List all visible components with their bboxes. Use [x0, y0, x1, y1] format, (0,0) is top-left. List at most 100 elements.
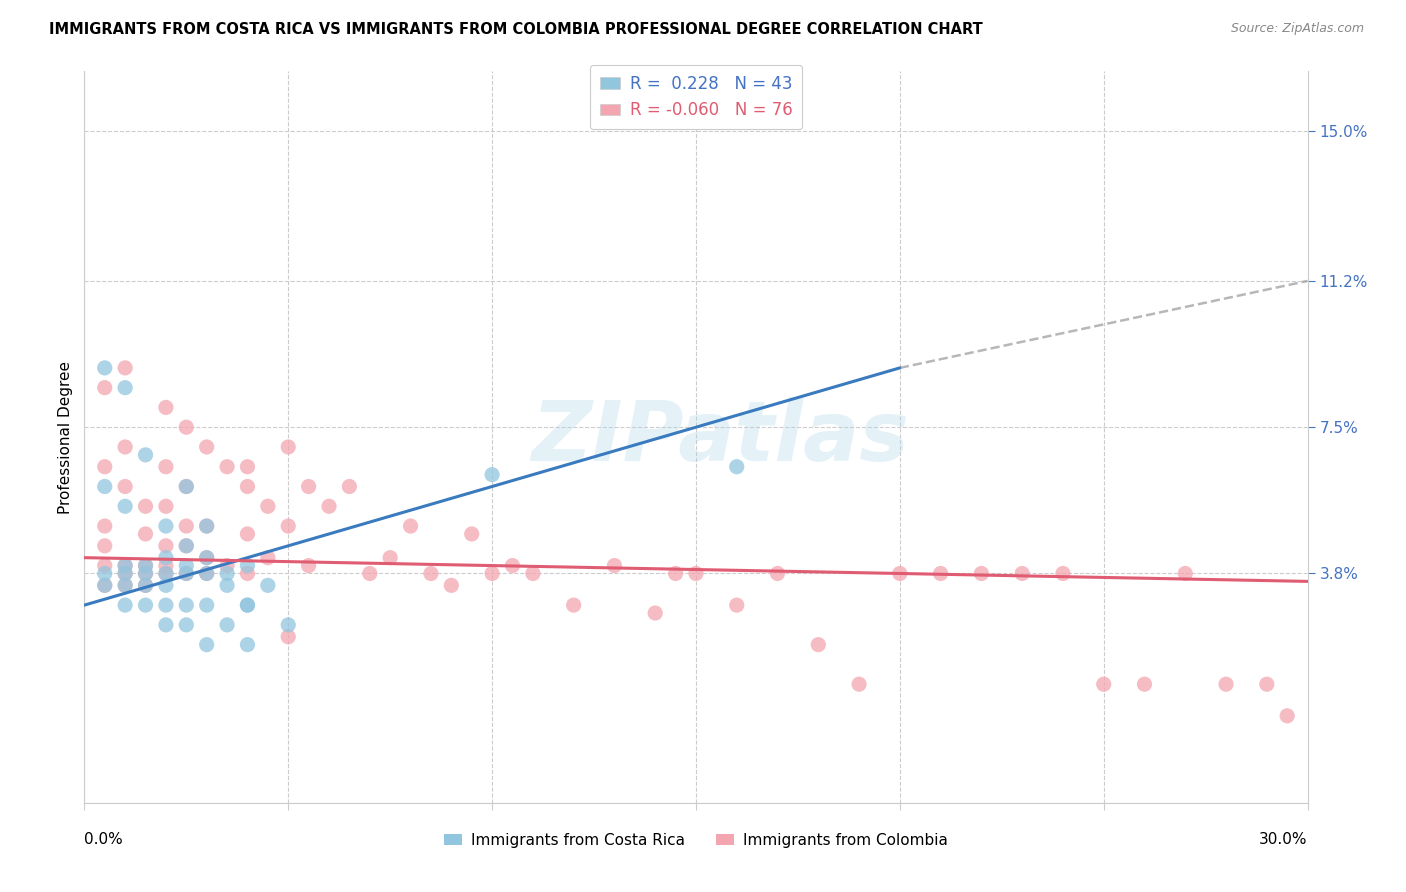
Point: [257, 578, 280, 592]
Point: [195, 638, 218, 652]
Point: [135, 598, 157, 612]
Point: [93, 519, 115, 533]
Point: [114, 566, 136, 581]
Text: 30.0%: 30.0%: [1260, 832, 1308, 847]
Point: [174, 566, 197, 581]
Point: [135, 558, 157, 573]
Point: [155, 550, 177, 565]
Point: [195, 519, 218, 533]
Point: [195, 550, 218, 565]
Point: [848, 677, 870, 691]
Point: [195, 519, 218, 533]
Point: [155, 566, 177, 581]
Point: [1133, 677, 1156, 691]
Point: [685, 566, 707, 581]
Point: [174, 598, 197, 612]
Point: [970, 566, 993, 581]
Point: [174, 539, 197, 553]
Point: [93, 578, 115, 592]
Point: [217, 578, 239, 592]
Point: [236, 459, 259, 474]
Point: [420, 566, 443, 581]
Point: [93, 566, 115, 581]
Point: [155, 566, 177, 581]
Text: ZIPatlas: ZIPatlas: [531, 397, 910, 477]
Point: [217, 566, 239, 581]
Point: [562, 598, 585, 612]
Point: [318, 500, 340, 514]
Point: [135, 527, 157, 541]
Point: [195, 598, 218, 612]
Point: [929, 566, 952, 581]
Point: [93, 459, 115, 474]
Text: IMMIGRANTS FROM COSTA RICA VS IMMIGRANTS FROM COLOMBIA PROFESSIONAL DEGREE CORRE: IMMIGRANTS FROM COSTA RICA VS IMMIGRANTS…: [49, 22, 983, 37]
Point: [174, 618, 197, 632]
Point: [217, 558, 239, 573]
Point: [236, 479, 259, 493]
Point: [481, 467, 503, 482]
Point: [135, 558, 157, 573]
Point: [195, 550, 218, 565]
Point: [174, 558, 197, 573]
Point: [461, 527, 484, 541]
Point: [93, 360, 115, 375]
Point: [174, 479, 197, 493]
Text: Source: ZipAtlas.com: Source: ZipAtlas.com: [1230, 22, 1364, 36]
Point: [114, 598, 136, 612]
Point: [359, 566, 381, 581]
Point: [174, 420, 197, 434]
Point: [195, 566, 218, 581]
Point: [236, 558, 259, 573]
Point: [277, 630, 299, 644]
Point: [114, 440, 136, 454]
Point: [725, 459, 748, 474]
Point: [135, 566, 157, 581]
Point: [155, 598, 177, 612]
Point: [339, 479, 361, 493]
Point: [114, 578, 136, 592]
Point: [502, 558, 524, 573]
Point: [217, 459, 239, 474]
Point: [1174, 566, 1197, 581]
Point: [155, 401, 177, 415]
Point: [155, 459, 177, 474]
Point: [1011, 566, 1033, 581]
Point: [1092, 677, 1115, 691]
Point: [277, 440, 299, 454]
Point: [114, 558, 136, 573]
Point: [1256, 677, 1278, 691]
Text: 0.0%: 0.0%: [84, 832, 124, 847]
Point: [236, 598, 259, 612]
Point: [135, 448, 157, 462]
Point: [399, 519, 422, 533]
Point: [1052, 566, 1074, 581]
Point: [236, 566, 259, 581]
Point: [807, 638, 830, 652]
Point: [114, 479, 136, 493]
Y-axis label: Professional Degree: Professional Degree: [58, 360, 73, 514]
Point: [481, 566, 503, 581]
Point: [1277, 708, 1299, 723]
Point: [236, 638, 259, 652]
Point: [236, 598, 259, 612]
Point: [277, 519, 299, 533]
Point: [155, 519, 177, 533]
Point: [380, 550, 402, 565]
Point: [135, 500, 157, 514]
Point: [114, 381, 136, 395]
Point: [174, 539, 197, 553]
Point: [298, 558, 321, 573]
Point: [93, 381, 115, 395]
Legend: Immigrants from Costa Rica, Immigrants from Colombia: Immigrants from Costa Rica, Immigrants f…: [437, 827, 955, 854]
Point: [93, 539, 115, 553]
Point: [155, 618, 177, 632]
Point: [135, 566, 157, 581]
Point: [155, 558, 177, 573]
Point: [522, 566, 544, 581]
Point: [114, 500, 136, 514]
Point: [135, 578, 157, 592]
Point: [195, 566, 218, 581]
Point: [174, 566, 197, 581]
Point: [440, 578, 463, 592]
Point: [93, 578, 115, 592]
